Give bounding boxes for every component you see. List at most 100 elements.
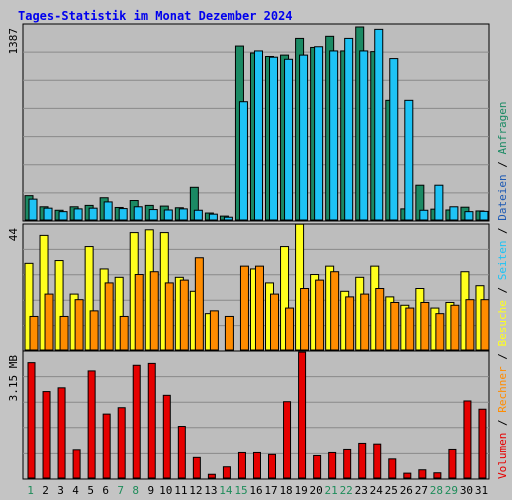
bar-middle-rechner-day-13: [209, 310, 219, 351]
panel-middle: 44: [7, 223, 490, 352]
day-label-28: 28: [430, 484, 443, 497]
bar-top-seiten-day-15: [238, 101, 248, 221]
bar-middle-besuche-day-5: [84, 246, 94, 351]
legend-separator: /: [496, 161, 509, 174]
bar-middle-besuche-day-18: [280, 246, 290, 351]
panels: 1387 44 3.15 MB: [7, 23, 490, 480]
bar-middle-besuche-day-1: [24, 262, 34, 351]
bar-middle-rechner-day-1: [29, 315, 39, 351]
bar-middle-rechner-day-5: [89, 310, 99, 351]
day-label-6: 6: [102, 484, 109, 497]
bar-middle-rechner-day-28: [435, 313, 445, 351]
bar-top-seiten-day-22: [344, 37, 354, 221]
bar-volumen-day-16: [252, 451, 261, 479]
day-label-10: 10: [159, 484, 172, 497]
bar-top-seiten-day-29: [449, 206, 459, 221]
day-label-14: 14: [219, 484, 233, 497]
bar-middle-rechner-day-31: [480, 299, 490, 351]
bar-top-seiten-day-3: [58, 211, 68, 221]
bar-volumen-day-9: [147, 362, 156, 479]
bar-volumen-day-6: [102, 413, 111, 479]
legend-besuche: Besuche: [496, 300, 509, 353]
day-label-8: 8: [132, 484, 139, 497]
bar-volumen-day-18: [283, 401, 292, 479]
bar-middle-besuche-day-3: [54, 260, 64, 351]
panel-bottom: 3.15 MB: [7, 350, 490, 480]
bar-top-seiten-day-4: [73, 208, 83, 221]
bar-top-seiten-day-12: [193, 209, 203, 221]
bar-top-seiten-day-18: [284, 58, 294, 221]
bar-volumen-day-10: [162, 394, 171, 479]
bar-middle-rechner-day-9: [149, 271, 159, 351]
bar-middle-besuche-day-2: [39, 234, 49, 351]
bar-top-seiten-day-11: [178, 208, 188, 221]
bar-top-seiten-day-19: [299, 54, 309, 221]
legend-seiten: Seiten: [496, 241, 509, 287]
bar-middle-rechner-day-15: [239, 265, 249, 351]
bar-top-seiten-day-8: [133, 206, 143, 221]
bar-top-seiten-day-14: [223, 216, 233, 221]
day-label-17: 17: [264, 484, 277, 497]
bar-volumen-day-26: [403, 472, 412, 479]
bar-volumen-day-15: [237, 451, 246, 479]
bar-volumen-day-29: [448, 448, 457, 479]
legend-separator: /: [496, 287, 509, 300]
bar-top-seiten-day-25: [389, 58, 399, 221]
bar-top-seiten-day-28: [434, 184, 444, 221]
day-label-29: 29: [445, 484, 458, 497]
legend-anfragen: Anfragen: [496, 101, 509, 161]
day-label-20: 20: [310, 484, 323, 497]
bar-middle-rechner-day-18: [285, 307, 295, 351]
panel-top: 1387: [7, 23, 490, 222]
day-label-31: 31: [475, 484, 488, 497]
bar-volumen-day-17: [268, 453, 277, 479]
bar-top-seiten-day-6: [103, 201, 113, 221]
day-label-11: 11: [174, 484, 187, 497]
bar-top-seiten-day-24: [374, 28, 384, 221]
day-label-9: 9: [147, 484, 154, 497]
bar-middle-rechner-day-16: [254, 265, 264, 351]
bar-top-seiten-day-27: [419, 209, 429, 221]
day-label-24: 24: [370, 484, 384, 497]
bar-middle-rechner-day-14: [224, 315, 234, 351]
bar-volumen-day-3: [57, 387, 66, 479]
bar-middle-rechner-day-2: [44, 293, 54, 351]
bar-top-seiten-day-5: [88, 207, 98, 221]
day-label-7: 7: [117, 484, 124, 497]
bar-middle-rechner-day-22: [345, 296, 355, 351]
bar-top-seiten-day-23: [359, 50, 369, 221]
day-label-3: 3: [57, 484, 64, 497]
day-label-25: 25: [385, 484, 398, 497]
bar-top-seiten-day-21: [329, 50, 339, 221]
legend-volumen: Volumen: [496, 433, 509, 479]
bar-middle-rechner-day-25: [390, 301, 400, 351]
bar-volumen-day-5: [87, 370, 96, 479]
bar-middle-rechner-day-3: [59, 315, 69, 351]
side-legend-text: Volumen / Rechner / Besuche / Seiten / D…: [496, 101, 509, 479]
bar-top-seiten-day-20: [314, 46, 324, 221]
bar-volumen-day-24: [373, 443, 382, 479]
bar-middle-rechner-day-21: [330, 271, 340, 351]
bar-middle-rechner-day-23: [360, 293, 370, 351]
bar-volumen-day-22: [343, 448, 352, 479]
bar-middle-rechner-day-29: [450, 304, 460, 351]
bar-volumen-day-12: [192, 456, 201, 479]
bar-volumen-day-27: [418, 469, 427, 479]
day-label-12: 12: [189, 484, 202, 497]
side-legend: Volumen / Rechner / Besuche / Seiten / D…: [496, 101, 509, 479]
bar-middle-rechner-day-19: [300, 288, 310, 351]
bar-middle-rechner-day-20: [315, 279, 325, 351]
y-axis-label-bottom: 3.15 MB: [7, 355, 20, 402]
day-label-18: 18: [279, 484, 292, 497]
bar-middle-rechner-day-6: [104, 282, 114, 351]
day-label-2: 2: [42, 484, 49, 497]
day-label-4: 4: [72, 484, 79, 497]
bar-middle-rechner-day-24: [375, 288, 385, 351]
bar-volumen-day-13: [207, 473, 216, 479]
legend-separator: /: [496, 353, 509, 366]
day-label-5: 5: [87, 484, 94, 497]
bar-top-seiten-day-30: [464, 211, 474, 221]
bar-volumen-day-21: [328, 451, 337, 479]
bar-top-seiten-day-13: [208, 213, 218, 221]
